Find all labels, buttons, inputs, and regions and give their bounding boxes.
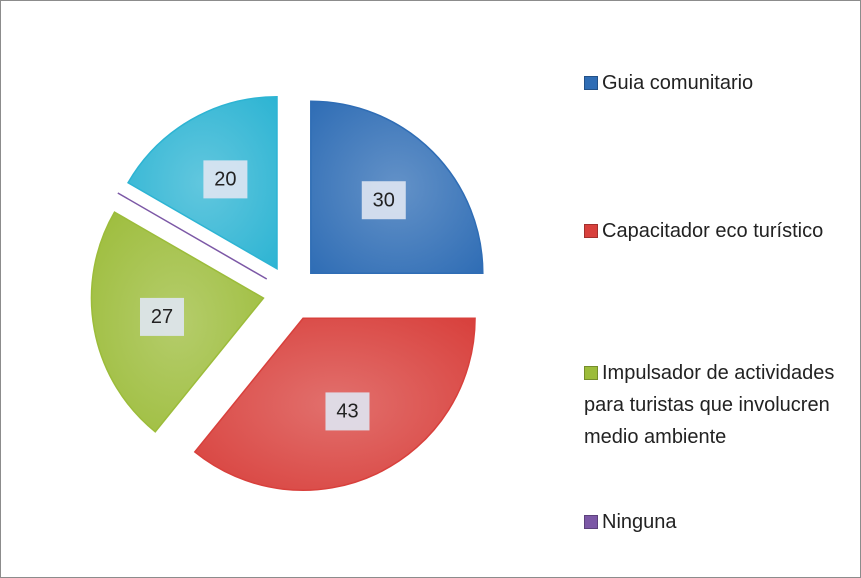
legend-entry: Guia comunitario (584, 67, 854, 99)
legend-swatch (584, 515, 598, 529)
slice (117, 192, 268, 280)
legend-entry: Impulsador de actividades para turistas … (584, 357, 854, 453)
legend-swatch (584, 366, 598, 380)
data-label-box (203, 160, 248, 199)
data-label-box (139, 297, 184, 336)
legend-entry: Ninguna (584, 506, 854, 538)
legend-entry: Capacitador eco turístico (584, 215, 854, 247)
data-label: 20 (214, 169, 236, 191)
data-label-box (361, 181, 406, 220)
legend-label: Ninguna (602, 511, 677, 533)
data-label: 30 (373, 190, 395, 212)
legend-label: Capacitador eco turístico (602, 220, 824, 242)
legend-swatch (584, 76, 598, 90)
legend-swatch (584, 224, 598, 238)
legend-label: Impulsador de actividades para turistas … (584, 362, 835, 448)
slice (127, 96, 278, 271)
data-label: 27 (151, 306, 173, 328)
legend-label: Guia comunitario (602, 72, 754, 94)
data-label-box (325, 392, 370, 431)
data-label: 43 (336, 401, 358, 423)
